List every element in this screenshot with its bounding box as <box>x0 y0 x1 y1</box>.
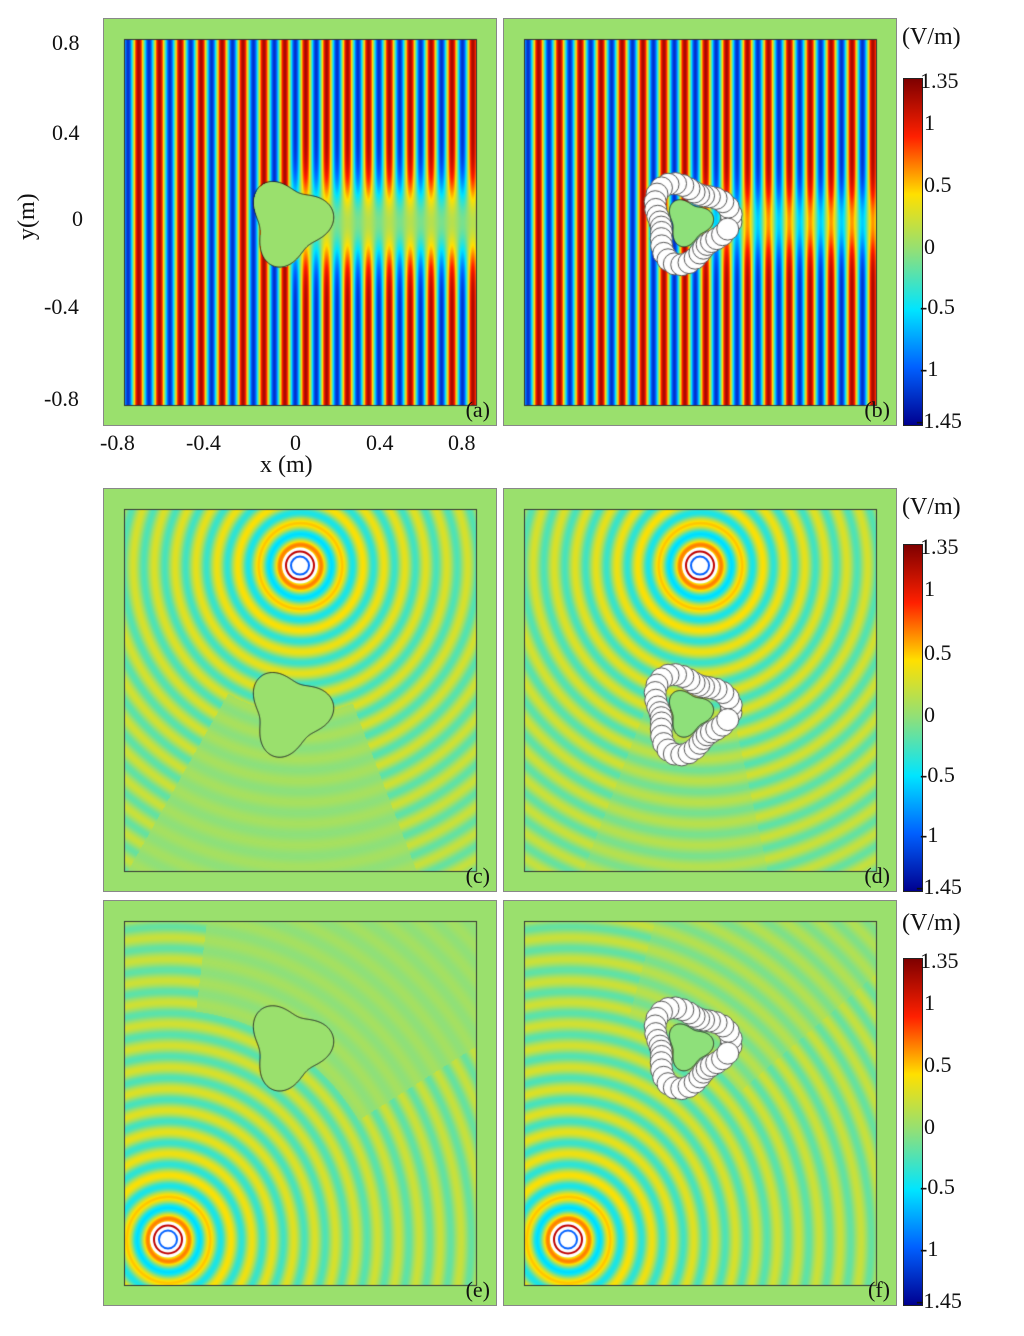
y-tick-label: -0.4 <box>44 294 79 319</box>
colorbar-tick: 0.5 <box>924 640 952 665</box>
panel-label-b: (b) <box>864 397 890 422</box>
panel-label-f: (f) <box>868 1277 890 1302</box>
colorbar-min-label: -1.45 <box>916 874 962 899</box>
colorbar-max-label: 1.35 <box>920 948 959 973</box>
colorbar-tick: -0.5 <box>920 762 955 787</box>
x-tick-label: -0.8 <box>100 430 135 455</box>
field-map-d <box>504 489 896 891</box>
colorbar-tick: 1 <box>924 110 935 135</box>
colorbar <box>903 78 923 426</box>
panel-d: (d) <box>503 488 897 892</box>
colorbar <box>903 958 923 1306</box>
field-map-b <box>504 19 896 425</box>
y-tick-label: 0 <box>72 206 83 231</box>
x-tick-label: 0.8 <box>448 430 476 455</box>
colorbar-unit: (V/m) <box>902 24 961 50</box>
colorbar <box>903 544 923 892</box>
panel-label-e: (e) <box>465 1277 490 1302</box>
colorbar-tick: 0 <box>924 1114 935 1139</box>
colorbar-tick: -1 <box>920 822 939 847</box>
colorbar-tick: 0.5 <box>924 1052 952 1077</box>
colorbar-tick: -1 <box>920 356 939 381</box>
colorbar-min-label: -1.45 <box>916 1288 962 1313</box>
colorbar-tick: 1 <box>924 990 935 1015</box>
panel-label-d: (d) <box>864 863 890 888</box>
colorbar-max-label: 1.35 <box>920 68 959 93</box>
colorbar-tick: -0.5 <box>920 294 955 319</box>
field-map-c <box>104 489 496 891</box>
panel-label-a: (a) <box>465 397 490 422</box>
y-tick-label: 0.8 <box>52 30 80 55</box>
y-tick-label: -0.8 <box>44 386 79 411</box>
colorbar-tick: -0.5 <box>920 1174 955 1199</box>
colorbar-min-label: -1.45 <box>916 408 962 433</box>
x-tick-label: 0.4 <box>366 430 394 455</box>
colorbar-tick: 0 <box>924 234 935 259</box>
colorbar-tick: 1 <box>924 576 935 601</box>
panel-c: (c) <box>103 488 497 892</box>
panel-b: (b) <box>503 18 897 426</box>
field-map-e <box>104 901 496 1305</box>
x-tick-label: 0 <box>290 430 301 455</box>
y-axis-title: y(m) <box>14 193 40 240</box>
panel-f: (f) <box>503 900 897 1306</box>
field-map-a <box>104 19 496 425</box>
y-tick-label: 0.4 <box>52 120 80 145</box>
colorbar-tick: 0.5 <box>924 172 952 197</box>
panel-a: (a) <box>103 18 497 426</box>
colorbar-tick: 0 <box>924 702 935 727</box>
panel-label-c: (c) <box>465 863 490 888</box>
x-axis-title: x (m) <box>260 452 313 478</box>
panel-e: (e) <box>103 900 497 1306</box>
colorbar-max-label: 1.35 <box>920 534 959 559</box>
colorbar-unit: (V/m) <box>902 494 961 520</box>
x-tick-label: -0.4 <box>186 430 221 455</box>
colorbar-unit: (V/m) <box>902 910 961 936</box>
colorbar-tick: -1 <box>920 1236 939 1261</box>
field-map-f <box>504 901 896 1305</box>
